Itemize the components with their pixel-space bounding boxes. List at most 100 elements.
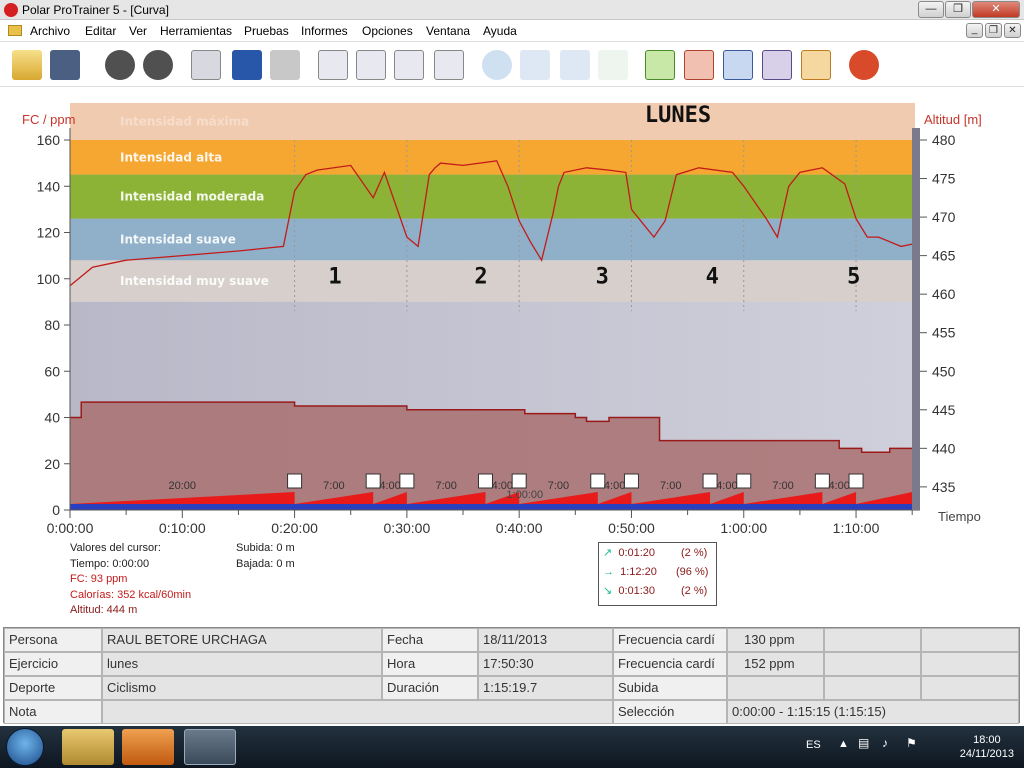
fc2-label: Frecuencia cardí [613, 652, 727, 676]
system-clock[interactable]: 18:00 24/11/2013 [960, 733, 1014, 761]
left-tick-label: 80 [44, 317, 60, 333]
lap5-icon[interactable] [801, 50, 831, 80]
minimize-button[interactable]: — [918, 1, 944, 18]
lap-duration-label: 20:00 [169, 480, 197, 492]
hora-label: Hora [382, 652, 478, 676]
lap-duration-label: 7:00 [435, 480, 456, 492]
lap-marker-icon[interactable] [736, 473, 752, 489]
left-tick-label: 140 [37, 178, 61, 194]
nota-label: Nota [4, 700, 102, 724]
menu-opciones[interactable]: Opciones [362, 24, 413, 38]
fc2-extra [824, 652, 921, 676]
calendar-icon[interactable] [191, 50, 221, 80]
zoom-1to1-icon[interactable] [482, 50, 512, 80]
lap-marker-icon[interactable] [848, 473, 864, 489]
hora-value: 17:50:30 [478, 652, 613, 676]
duracion-value: 1:15:19.7 [478, 676, 613, 700]
line-chart-icon[interactable] [318, 50, 348, 80]
persona-label: Persona [4, 628, 102, 652]
slope-up-row: ↗ 0:01:20 (2 %) [603, 544, 712, 563]
person-note-icon[interactable] [270, 50, 300, 80]
book-icon[interactable] [232, 50, 262, 80]
child-close-button[interactable]: ✕ [1004, 23, 1021, 38]
lap-marker-icon[interactable] [287, 473, 303, 489]
right-tick-label: 475 [932, 171, 956, 187]
lap2-icon[interactable] [684, 50, 714, 80]
maximize-button[interactable]: ❒ [945, 1, 971, 18]
lap-marker-icon[interactable] [477, 473, 493, 489]
percent-icon[interactable] [394, 50, 424, 80]
menu-ayuda[interactable]: Ayuda [483, 24, 517, 38]
right-tick-label: 460 [932, 286, 956, 302]
x-tick-label: 1:00:00 [720, 520, 767, 536]
child-minimize-button[interactable]: _ [966, 23, 983, 38]
duracion-label: Duración [382, 676, 478, 700]
cursor-hr: FC: 93 ppm [70, 573, 128, 585]
ruler-icon[interactable] [434, 50, 464, 80]
multi-line-icon[interactable] [598, 50, 628, 80]
persona-value: RAUL BETORE URCHAGA [102, 628, 382, 652]
menu-pruebas[interactable]: Pruebas [244, 24, 289, 38]
menu-archivo[interactable]: Archivo [30, 24, 71, 38]
close-button[interactable]: ✕ [972, 1, 1020, 18]
lap4-icon[interactable] [762, 50, 792, 80]
right-tick-label: 435 [932, 479, 956, 495]
lap-duration-label: 7:00 [548, 480, 569, 492]
tray-arrow-icon[interactable]: ▲ [838, 738, 849, 750]
arrow-down-icon: ↘ [603, 585, 613, 597]
save-icon[interactable] [50, 50, 80, 80]
menu-ventana[interactable]: Ventana [426, 24, 471, 38]
open-folder-icon[interactable] [12, 50, 42, 80]
explorer-taskbar-icon[interactable] [62, 729, 114, 765]
lap-marker-icon[interactable] [399, 473, 415, 489]
menu-informes[interactable]: Informes [301, 24, 348, 38]
info-gauge-icon[interactable] [560, 50, 590, 80]
windows-start-button[interactable] [6, 728, 44, 766]
info-chart-icon[interactable] [520, 50, 550, 80]
arrow-right-icon: → [603, 566, 614, 578]
lap-marker-icon[interactable] [590, 473, 606, 489]
slope-box: ↗ 0:01:20 (2 %) → 1:12:20 (96 %) ↘ 0:01:30… [598, 542, 717, 606]
subida-extra [824, 676, 921, 700]
zone-maxima [70, 103, 915, 140]
menu-herramientas[interactable]: Herramientas [160, 24, 233, 38]
zone-alta [70, 140, 915, 175]
fc1-label: Frecuencia cardí [613, 628, 727, 652]
x-tick-label: 0:00:00 [47, 520, 94, 536]
polar-taskbar-icon[interactable] [184, 729, 236, 765]
network-icon[interactable]: ▤ [858, 736, 870, 750]
lap-ramp [710, 492, 744, 504]
settings-icon[interactable] [143, 50, 173, 80]
lap-marker-icon[interactable] [623, 473, 639, 489]
cursor-header: Valores del cursor: [70, 542, 161, 554]
child-restore-button[interactable]: ❐ [985, 23, 1002, 38]
menu-ver[interactable]: Ver [129, 24, 148, 38]
lap-duration-label: 7:00 [323, 480, 344, 492]
cursor-calories: Calorías: 352 kcal/60min [70, 588, 192, 601]
media-player-taskbar-icon[interactable] [122, 729, 174, 765]
chart-svg[interactable]: Intensidad máxima Intensidad alta Intensid… [0, 88, 1024, 626]
x-tick-label: 1:10:00 [833, 520, 880, 536]
lap3-icon[interactable] [723, 50, 753, 80]
sync-icon[interactable] [105, 50, 135, 80]
lap-marker-icon[interactable] [702, 473, 718, 489]
deporte-value: Ciclismo [102, 676, 382, 700]
heart-rate-chart[interactable]: Intensidad máxima Intensidad alta Intensid… [0, 88, 1024, 626]
lap-marker-icon[interactable] [365, 473, 381, 489]
bar-chart-icon[interactable] [356, 50, 386, 80]
lap-marker-icon[interactable] [511, 473, 527, 489]
language-indicator[interactable]: ES [806, 739, 821, 751]
lap-ramp [856, 492, 913, 504]
slope-flat-row: → 1:12:20 (96 %) [603, 563, 712, 582]
users-icon[interactable] [849, 50, 879, 80]
volume-icon[interactable]: ♪ [882, 736, 888, 750]
menu-editar[interactable]: Editar [85, 24, 117, 38]
cursor-values: Valores del cursor: Tiempo: 0:00:00 FC: … [70, 541, 191, 619]
cursor-ascent-values: Subida: 0 m Bajada: 0 m [236, 541, 295, 572]
nota-value[interactable] [102, 700, 613, 724]
cursor-time-annotation: 1:00:00 [506, 489, 543, 501]
action-center-icon[interactable]: ⚑ [906, 736, 917, 750]
lap-marker-icon[interactable] [814, 473, 830, 489]
lap1-icon[interactable] [645, 50, 675, 80]
ejercicio-label: Ejercicio [4, 652, 102, 676]
